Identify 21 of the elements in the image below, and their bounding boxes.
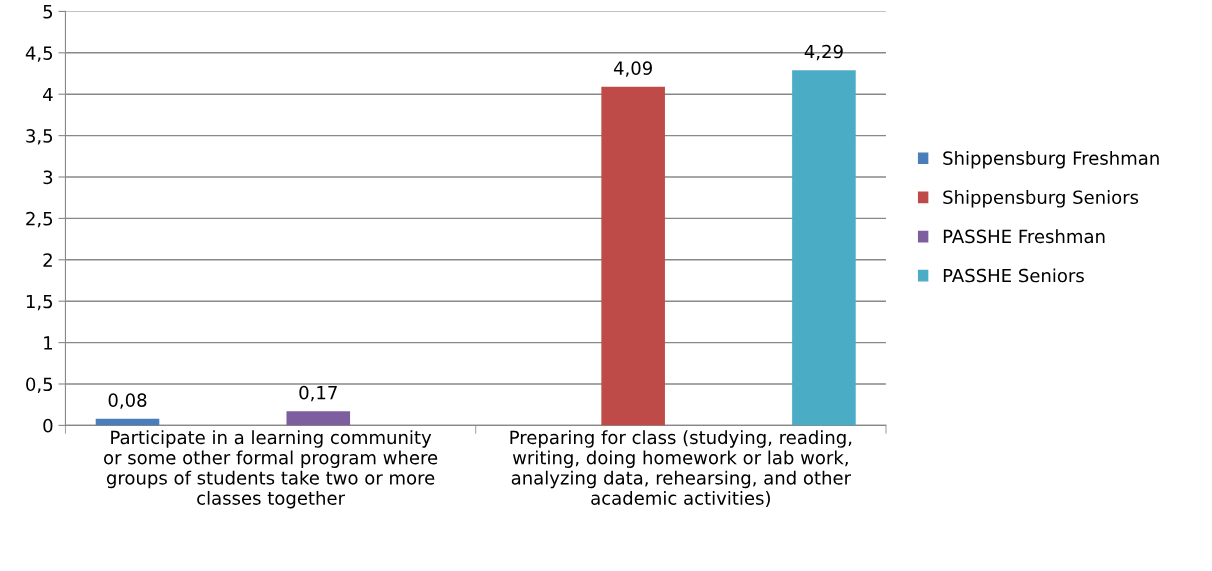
- y-tick-label: 0,5: [26, 377, 53, 393]
- legend-label: PASSHE Seniors: [943, 268, 1084, 283]
- y-tick-label: 2: [43, 253, 52, 267]
- y-tick-label: 4,5: [25, 46, 53, 62]
- y-tick-label: 3: [43, 170, 53, 185]
- x-tick-label: Participate in a learning community or some other formal program where groups of students take two or more classes together: [104, 430, 438, 509]
- x-tick-label: Preparing for class (studying, reading, writing, doing homework or lab work, analyzing data, rehearsing, and other academic activities): [510, 430, 852, 508]
- y-tick-label: 2,5: [26, 211, 53, 228]
- legend-label: Shippensburg Seniors: [943, 190, 1139, 208]
- data-label: 0,08: [108, 393, 147, 409]
- y-tick-label: 0: [43, 418, 53, 433]
- data-label: 4,29: [804, 44, 843, 61]
- y-tick-label: 4: [43, 87, 53, 102]
- data-label: 0,17: [299, 385, 337, 402]
- y-tick-label: 1,5: [26, 294, 53, 311]
- y-tick-label: 3,5: [26, 129, 53, 145]
- legend-label: Shippensburg Freshman: [943, 150, 1159, 169]
- y-tick-label: 1: [44, 336, 52, 350]
- legend-label: PASSHE Freshman: [943, 229, 1105, 244]
- y-tick-label: 5: [43, 5, 53, 19]
- data-label: 4,09: [613, 61, 652, 77]
